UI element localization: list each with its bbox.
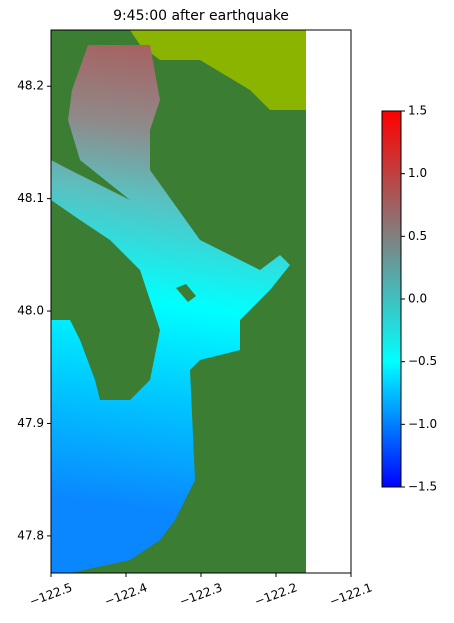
colorbar-tick-label: −0.5	[408, 354, 437, 368]
island	[176, 284, 196, 302]
y-tick-label: 48.0	[17, 304, 44, 318]
colorbar-tick-label: −1.0	[408, 417, 437, 431]
colorbar-tick-label: −1.5	[408, 480, 437, 494]
colorbar-tick-label: 0.5	[408, 229, 427, 243]
x-tick-label: −122.4	[103, 580, 150, 608]
y-tick-label: 48.2	[17, 79, 44, 93]
map	[50, 29, 352, 574]
y-tick-label: 47.9	[17, 416, 44, 430]
water	[51, 45, 290, 573]
colorbar-tick-label: 1.0	[408, 166, 427, 180]
y-tick-label: 48.1	[17, 191, 44, 205]
no-data	[306, 30, 351, 573]
x-tick-label: −122.3	[178, 580, 225, 608]
chart-title: 9:45:00 after earthquake	[113, 8, 289, 24]
x-tick-label: −122.2	[253, 580, 300, 608]
colorbar-tick-label: 0.0	[408, 292, 427, 306]
x-tick-label: −122.5	[28, 580, 75, 608]
colorbar	[381, 110, 402, 488]
y-tick-label: 47.8	[17, 528, 44, 542]
x-tick-label: −122.1	[328, 580, 375, 608]
shore	[130, 30, 306, 110]
colorbar-tick-label: 1.5	[408, 104, 427, 118]
